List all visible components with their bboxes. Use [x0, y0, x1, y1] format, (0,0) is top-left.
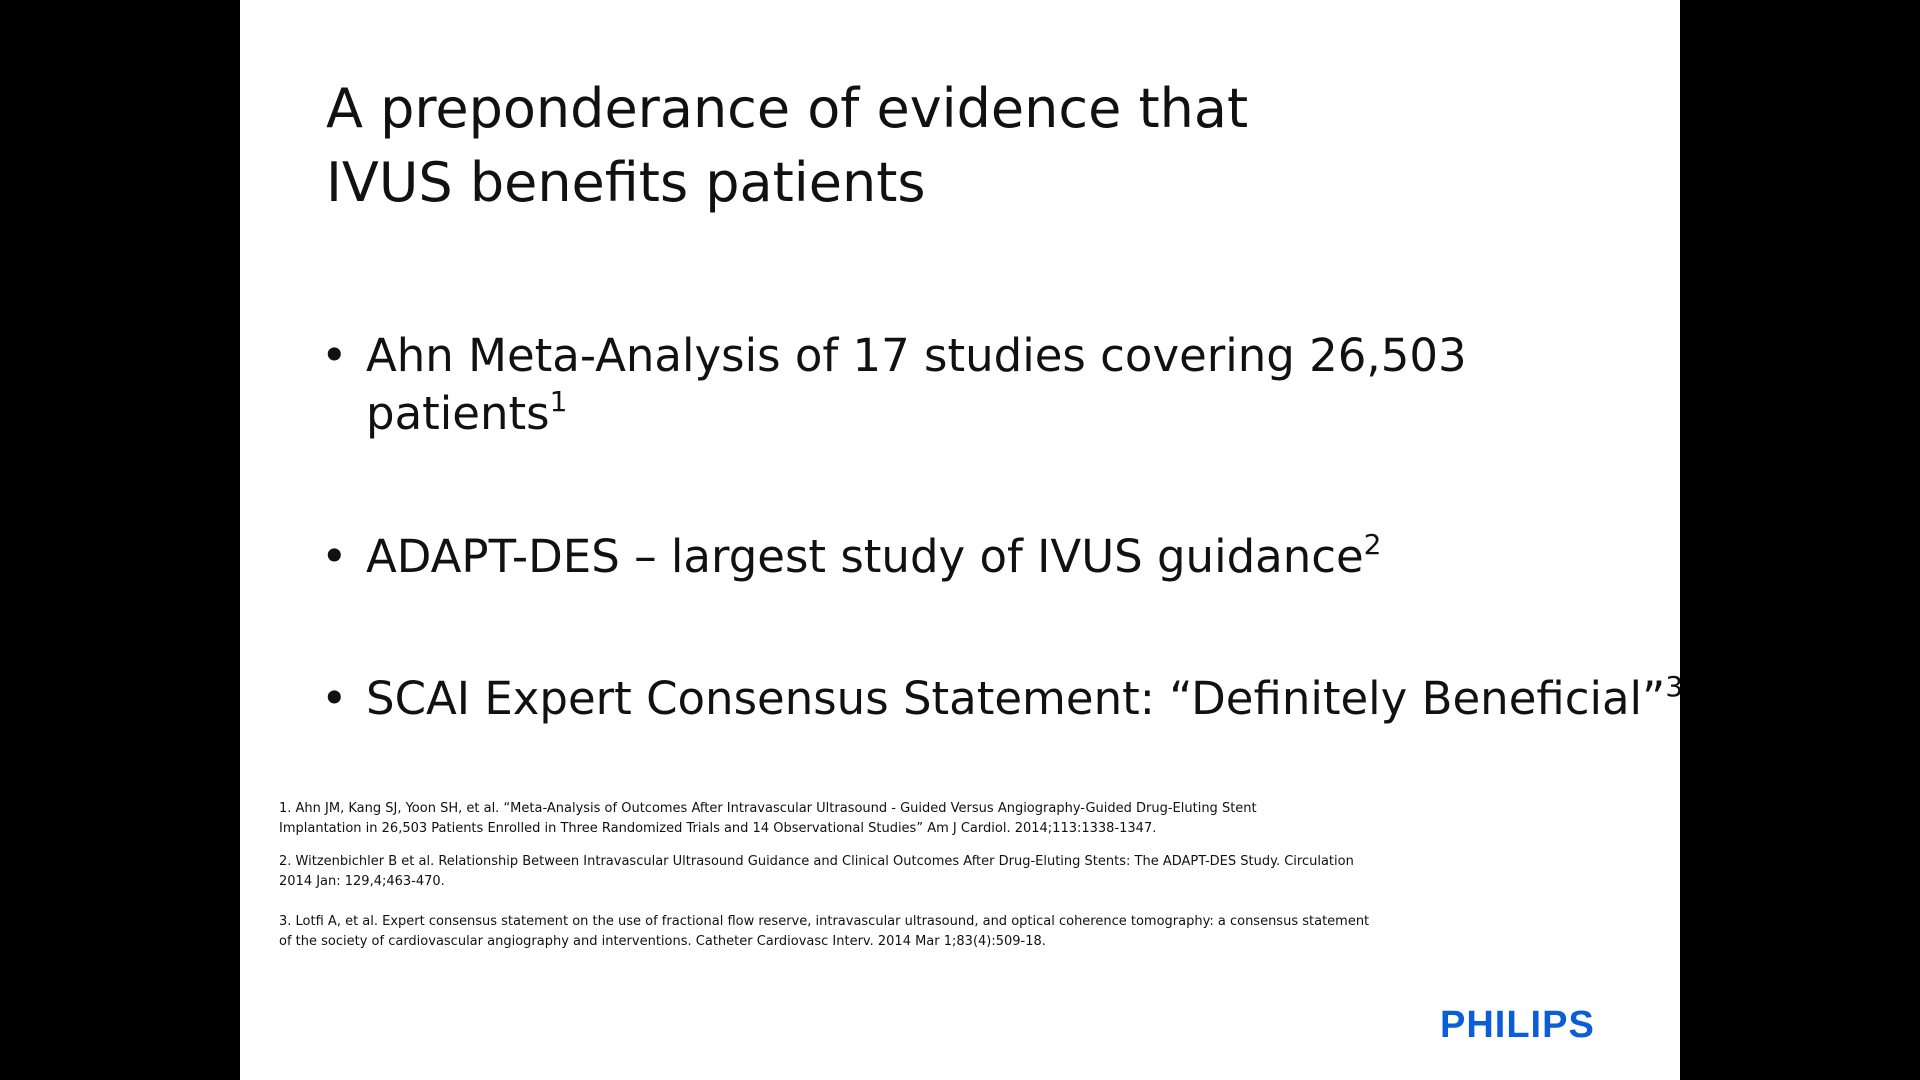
footnote-ref: 2: [1363, 528, 1382, 561]
reference-line: 1. Ahn JM, Kang SJ, Yoon SH, et al. “Met…: [279, 801, 1257, 816]
footnote-ref: 3: [1665, 670, 1680, 703]
bullet-text: SCAI Expert Consensus Statement: “Defini…: [366, 670, 1680, 728]
reference-line: 3. Lotfi A, et al. Expert consensus stat…: [279, 914, 1370, 929]
bullet-dot: •: [321, 530, 348, 583]
reference-line: Implantation in 26,503 Patients Enrolled…: [279, 820, 1157, 836]
bullet-text: Ahn Meta-Analysis of 17 studies covering…: [366, 327, 1467, 443]
reference: 2. Witzenbichler B et al. Relationship B…: [279, 852, 1354, 891]
reference-line: of the society of cardiovascular angiogr…: [279, 933, 1046, 949]
logo: PHILIPS: [1440, 1004, 1595, 1046]
bullet-text: ADAPT-DES – largest study of IVUS guidan…: [366, 528, 1382, 586]
bullet-line: patients1: [366, 385, 1467, 443]
bullet-dot: •: [321, 329, 348, 382]
reference: 1. Ahn JM, Kang SJ, Yoon SH, et al. “Met…: [279, 799, 1257, 838]
bullet-line-text: patients: [366, 387, 550, 440]
reference-line: 2014 Jan: 129,4;463-470.: [279, 873, 445, 889]
reference: 3. Lotfi A, et al. Expert consensus stat…: [279, 912, 1369, 951]
bullet-dot: •: [321, 672, 348, 725]
title: A preponderance of evidence that IVUS be…: [326, 72, 1248, 220]
footnote-ref: 1: [549, 385, 568, 418]
title-line: IVUS benefits patients: [326, 151, 926, 214]
bullet-line-text: SCAI Expert Consensus Statement: “Defini…: [366, 672, 1666, 725]
title-line: A preponderance of evidence that: [326, 77, 1249, 140]
bullet-line: Ahn Meta-Analysis of 17 studies covering…: [366, 329, 1467, 382]
reference-line: 2. Witzenbichler B et al. Relationship B…: [279, 854, 1354, 869]
bullet-line-text: ADAPT-DES – largest study of IVUS guidan…: [366, 530, 1364, 583]
slide: A preponderance of evidence that IVUS be…: [240, 0, 1680, 1080]
